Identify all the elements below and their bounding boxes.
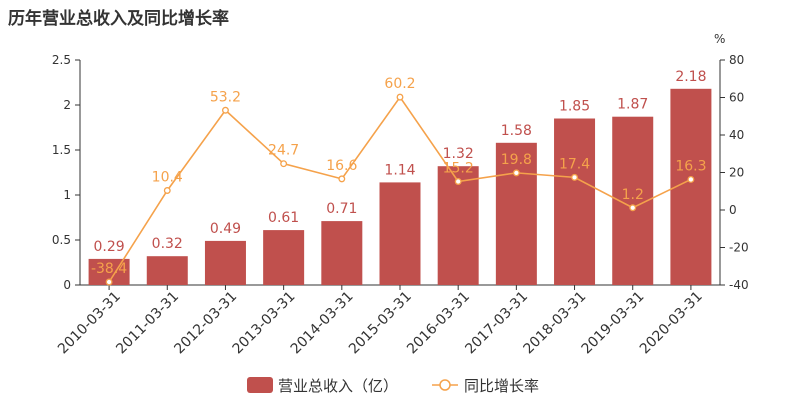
line-layer [105,93,695,286]
revenue-bar [204,240,246,285]
y-left-tick-label: 2.5 [52,53,71,67]
y-left-tick-label: 0.5 [52,233,71,247]
growth-rate-point [396,93,404,101]
revenue-bar [379,182,421,285]
growth-rate-label: 60.2 [384,76,415,92]
growth-rate-label: -38.4 [91,261,127,277]
growth-rate-point [222,106,229,114]
growth-rate-point [454,178,462,185]
growth-rate-point [512,169,520,177]
revenue-bar-label: 0.29 [94,239,125,255]
y-right-tick-label: 20 [729,166,744,180]
revenue-bar-label: 1.85 [559,99,590,115]
revenue-bar-label: 0.61 [268,210,299,226]
bars-layer [88,88,712,285]
revenue-bar-label: 2.18 [675,69,706,85]
labels-layer: 0.29 0.32 0.49 0.61 0.71 1.14 1.32 1.58 1.85 1.87… [91,69,707,277]
growth-rate-point [105,278,113,286]
y-right-tick-label: 0 [729,203,737,217]
growth-rate-point [338,175,346,183]
revenue-bar [495,142,537,285]
revenue-bar [554,118,596,285]
growth-rate-label: 53.2 [210,89,241,105]
growth-rate-label: 16.6 [326,158,357,174]
legend: 营业总收入（亿） 同比增长率 [247,377,539,395]
revenue-bar-label: 1.58 [501,123,532,139]
y-right-tick-label: 80 [729,53,744,67]
y-right-tick-label: -20 [729,241,749,255]
y-left-tick-label: 1 [63,188,71,202]
revenue-bar [321,221,363,285]
revenue-bar-label: 1.14 [384,162,415,178]
y-left-tick-label: 2 [63,98,71,112]
legend-line-label: 同比增长率 [464,377,539,395]
growth-rate-label: 17.4 [559,156,590,172]
revenue-bar-label: 0.32 [152,236,183,252]
y-right-tick-label: 40 [729,128,744,142]
growth-rate-label: 1.2 [622,187,644,203]
revenue-bar [146,256,188,285]
growth-rate-label: 15.2 [443,161,474,177]
revenue-bar-label: 0.49 [210,221,241,237]
growth-rate-label: 16.3 [675,158,706,174]
legend-bar-swatch [247,377,273,393]
y-right-unit-label: % [714,32,725,46]
growth-rate-point [687,175,695,183]
growth-rate-label: 10.4 [152,170,183,186]
revenue-bar [437,166,479,285]
growth-rate-label: 19.8 [501,152,532,168]
revenue-bar-label: 1.32 [443,146,474,162]
chart-title: 历年营业总收入及同比增长率 [8,9,229,29]
x-tick-label: 2020-03-31 [637,289,706,358]
y-left-tick-label: 0 [63,278,71,292]
y-right-tick-label: -40 [729,278,749,292]
growth-rate-point [163,187,171,194]
growth-rate-point [280,160,288,168]
revenue-bar [263,230,305,285]
growth-rate-point [629,204,637,212]
y-right-tick-label: 60 [729,91,744,105]
legend-line-marker [439,379,451,391]
y-left-tick-label: 1.5 [52,143,71,157]
growth-rate-label: 24.7 [268,143,299,159]
revenue-bar-label: 0.71 [326,201,357,217]
growth-rate-point [571,173,578,181]
legend-bar-label: 营业总收入（亿） [278,377,398,395]
revenue-bar-label: 1.87 [617,97,648,113]
